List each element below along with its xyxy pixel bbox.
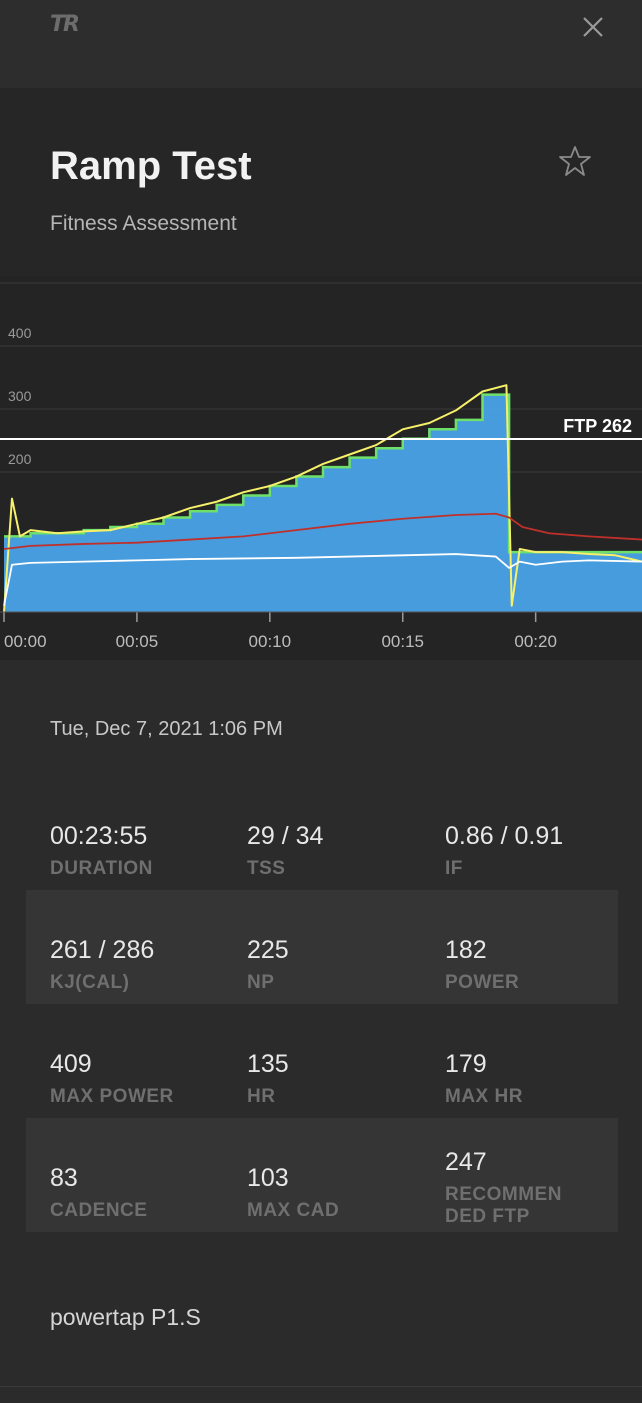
stat-value: 29 / 34 xyxy=(247,822,324,850)
stats-panel: Tue, Dec 7, 2021 1:06 PM 00:23:55 DURATIO… xyxy=(0,660,642,1403)
x-tick-label: 00:05 xyxy=(116,632,159,651)
stat-cell: 135 HR xyxy=(247,1004,417,1118)
stat-value: 247 xyxy=(445,1148,487,1176)
stat-cell: 247 RECOMMEN DED FTP xyxy=(445,1118,615,1232)
workout-chart: 500 400 300 200 FTP 262 00:00 00:05 00:10 00:15 0… xyxy=(0,276,642,660)
stat-label: MAX POWER xyxy=(50,1086,174,1107)
stat-label: DURATION xyxy=(50,858,153,879)
x-tick-label: 00:15 xyxy=(381,632,424,651)
stat-value: 182 xyxy=(445,936,487,964)
stat-value: 103 xyxy=(247,1164,289,1192)
stat-value: 00:23:55 xyxy=(50,822,148,850)
stat-cell: 409 MAX POWER xyxy=(50,1004,220,1118)
y-tick-label: 200 xyxy=(8,451,32,467)
stat-label: MAX CAD xyxy=(247,1200,340,1221)
stat-value: 409 xyxy=(50,1050,92,1078)
x-tick-label: 00:20 xyxy=(514,632,557,651)
stat-cell: 261 / 286 KJ(CAL) xyxy=(50,890,220,1004)
series-heart-rate-line xyxy=(3,512,642,550)
x-tick-label: 00:00 xyxy=(4,632,47,651)
stats-row: 00:23:55 DURATION 29 / 34 TSS 0.86 / 0.91 IF xyxy=(26,776,618,890)
series-power-line xyxy=(3,384,642,613)
stat-value: 225 xyxy=(247,936,289,964)
y-tick-label: 300 xyxy=(8,388,32,404)
stat-value: 83 xyxy=(50,1164,78,1192)
y-tick-label: 500 xyxy=(8,276,32,278)
stat-label: NP xyxy=(247,972,275,993)
workout-date: Tue, Dec 7, 2021 1:06 PM xyxy=(50,718,283,740)
divider xyxy=(0,1386,642,1387)
stat-label: RECOMMEN DED FTP xyxy=(445,1184,562,1227)
stat-label: KJ(CAL) xyxy=(50,972,130,993)
workout-header: Ramp Test Fitness Assessment xyxy=(0,88,642,276)
target-power-outline xyxy=(4,393,642,554)
stat-value: 0.86 / 0.91 xyxy=(445,822,564,850)
stat-value: 179 xyxy=(445,1050,487,1078)
stat-cell: 225 NP xyxy=(247,890,417,1004)
ftp-label: FTP 262 xyxy=(563,416,632,436)
top-bar: TR xyxy=(0,0,642,88)
device-name: powertap P1.S xyxy=(50,1304,201,1330)
x-tick-label: 00:10 xyxy=(249,632,292,651)
stats-row: 261 / 286 KJ(CAL) 225 NP 182 POWER xyxy=(26,890,618,1004)
stat-cell: 0.86 / 0.91 IF xyxy=(445,776,615,890)
stat-value: 135 xyxy=(247,1050,289,1078)
stats-row: 83 CADENCE 103 MAX CAD 247 RECOMMEN DED FTP xyxy=(26,1118,618,1232)
stat-cell: 83 CADENCE xyxy=(50,1118,220,1232)
trainerroad-logo: TR xyxy=(50,12,80,37)
y-tick-label: 400 xyxy=(8,325,32,341)
stat-cell: 29 / 34 TSS xyxy=(247,776,417,890)
star-icon[interactable] xyxy=(558,144,592,178)
stat-cell: 179 MAX HR xyxy=(445,1004,615,1118)
stat-cell: 182 POWER xyxy=(445,890,615,1004)
stat-label: CADENCE xyxy=(50,1200,148,1221)
stats-row: 409 MAX POWER 135 HR 179 MAX HR xyxy=(26,1004,618,1118)
stat-label: POWER xyxy=(445,972,520,993)
stat-cell: 103 MAX CAD xyxy=(247,1118,417,1232)
series-cadence-line xyxy=(3,553,642,606)
target-power-area xyxy=(4,394,642,612)
stat-label: MAX HR xyxy=(445,1086,523,1107)
close-icon[interactable] xyxy=(578,12,608,42)
stat-label: IF xyxy=(445,858,463,879)
workout-title: Ramp Test xyxy=(50,144,252,188)
workout-subtitle: Fitness Assessment xyxy=(50,212,237,235)
workout-chart-svg: 500 400 300 200 FTP 262 00:00 00:05 00:10 00:15 0… xyxy=(0,276,642,651)
stat-cell: 00:23:55 DURATION xyxy=(50,776,220,890)
stat-value: 261 / 286 xyxy=(50,936,155,964)
stat-label: TSS xyxy=(247,858,286,879)
stat-label: HR xyxy=(247,1086,276,1107)
